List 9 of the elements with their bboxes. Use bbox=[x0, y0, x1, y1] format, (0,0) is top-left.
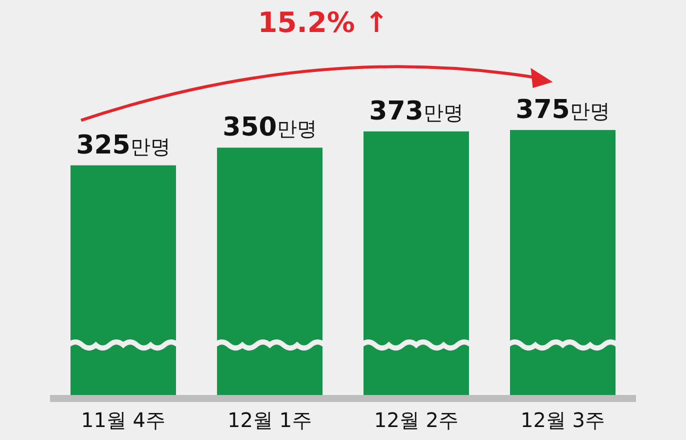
data-label: 350만명 bbox=[222, 112, 317, 143]
x-tick-label: 12월 2주 bbox=[374, 408, 459, 432]
data-label: 325만명 bbox=[76, 130, 170, 160]
data-label: 373만명 bbox=[369, 96, 464, 126]
x-tick-label: 11월 4주 bbox=[80, 408, 166, 432]
data-label: 375만명 bbox=[516, 95, 610, 125]
text: 15.2% ↑ bbox=[258, 6, 388, 39]
x-tick-label: 12월 3주 bbox=[520, 408, 606, 432]
x-tick-label: 12월 1주 bbox=[227, 408, 312, 432]
